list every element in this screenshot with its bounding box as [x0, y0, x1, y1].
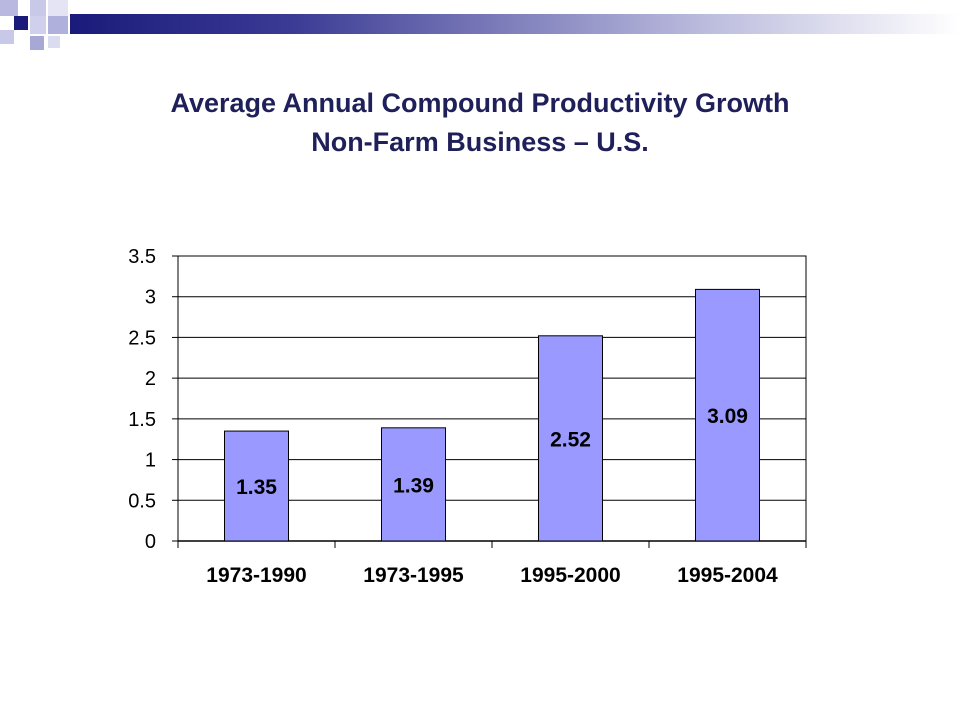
deco-square — [14, 16, 28, 30]
x-tick-label: 1973-1995 — [363, 564, 464, 587]
y-tick-label: 2 — [145, 368, 156, 390]
y-tick-label: 3.5 — [128, 246, 156, 268]
y-tick-label: 1 — [145, 450, 156, 472]
y-tick-label: 3 — [145, 287, 156, 309]
x-tick-label: 1973-1990 — [206, 564, 306, 587]
data-label: 2.52 — [550, 428, 591, 451]
chart-title: Average Annual Compound Productivity Gro… — [170, 88, 790, 118]
y-tick-label: 2.5 — [128, 327, 156, 349]
deco-square — [48, 36, 60, 48]
deco-square — [30, 36, 44, 50]
data-label: 3.09 — [707, 405, 748, 428]
deco-square — [30, 0, 46, 16]
bar — [224, 430, 289, 542]
chart-subtitle: Non-Farm Business – U.S. — [311, 127, 649, 157]
deco-square — [30, 16, 46, 34]
y-tick-label: 1.5 — [128, 409, 156, 431]
bar — [381, 427, 446, 542]
data-label: 1.39 — [393, 474, 434, 497]
data-label: 1.35 — [236, 476, 277, 499]
y-tick-label: 0.5 — [128, 490, 156, 512]
deco-square — [0, 0, 18, 16]
gradient-band — [70, 14, 960, 34]
x-tick-label: 1995-2004 — [677, 564, 778, 587]
deco-square — [48, 0, 68, 16]
chart-title-block: Average Annual Compound Productivity Gro… — [0, 84, 960, 162]
y-tick-label: 0 — [145, 531, 156, 553]
bar — [538, 335, 603, 542]
deco-square — [0, 30, 14, 44]
bar — [695, 288, 760, 542]
header-decoration — [0, 0, 960, 50]
x-tick-label: 1995-2000 — [520, 564, 620, 587]
deco-square — [48, 16, 68, 34]
